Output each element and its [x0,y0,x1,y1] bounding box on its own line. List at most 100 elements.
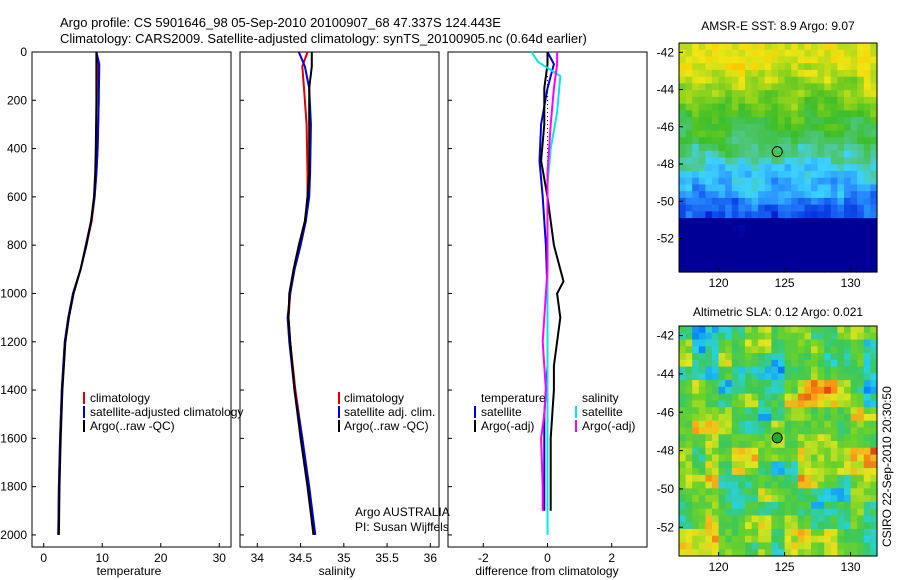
sla-map-cell [817,447,825,456]
sla-map-cell [718,332,726,341]
sla-map-cell [791,468,799,476]
sla-map-cell [817,441,825,449]
sla-map-cell [804,522,812,530]
sla-map-cell [725,542,733,550]
legend-label-argo: Argo(..raw -QC) [344,419,429,433]
sst-map-cell [837,123,845,132]
sla-map-cell [784,535,792,544]
sst-map-cell [771,224,779,233]
sla-map-cell [784,386,792,395]
sla-map-cell [857,528,865,537]
sla-map-cell [698,488,706,496]
sst-map-cell [679,123,687,132]
sst-map-cell [844,204,852,212]
sst-map-cell [718,177,726,186]
sla-map-cell [817,468,825,476]
sla-map-cell [784,468,792,476]
sla-map-cell [837,407,845,415]
sla-map-cell [863,542,871,550]
sla-map-cell [745,339,753,347]
sla-map-cell [764,366,772,374]
sst-map-cell [751,83,759,91]
sla-map-cell [817,326,825,334]
sla-map-cell [778,380,786,388]
sla-map-cell [764,346,772,354]
sla-map-cell [870,542,878,550]
sla-map-cell [698,427,706,435]
sst-map-cell [857,177,865,186]
sst-map-cell [778,224,786,233]
sla-map-cell [844,488,852,496]
sla-map-cell [751,549,759,557]
sla-map-cell [679,427,687,435]
sst-map-cell [745,43,753,51]
sst-map-cell [764,164,772,172]
sla-map-cell [692,535,700,544]
sla-map-cell [824,447,832,456]
sla-map-cell [731,386,739,395]
sst-map-cell [811,265,819,273]
sst-map-cell [830,211,838,219]
sla-map-cell [850,353,858,361]
sla-map-cell [817,495,825,503]
sla-map-cell [725,495,733,503]
sla-map-cell [797,461,805,469]
sla-map-cell [712,420,720,429]
sla-map-cell [685,400,693,408]
sst-map-cell [850,137,858,145]
sst-map-cell [718,265,726,273]
sla-map-cell [791,535,799,544]
x-tick-label: 120 [709,276,729,290]
sla-map-cell [778,420,786,429]
sla-map-cell [692,434,700,442]
sla-map-cell [731,481,739,489]
sla-map-cell [857,339,865,347]
sla-map-cell [771,332,779,341]
sst-map-cell [758,117,766,125]
sla-map-cell [824,495,832,503]
sla-map-cell [857,434,865,442]
sla-map-cell [784,400,792,408]
sst-map-cell [698,224,706,233]
sla-map-cell [784,454,792,462]
x-tick-label: 125 [775,276,795,290]
sst-map-cell [738,150,746,159]
x-tick-label: 125 [775,560,795,574]
sla-map-cell [712,413,720,422]
sst-map-cell [745,211,753,219]
sla-map-cell [844,353,852,361]
sla-map-cell [804,326,812,334]
sla-map-cell [844,400,852,408]
sla-map-cell [692,373,700,381]
sst-map-cell [738,265,746,273]
sst-map-cell [844,224,852,233]
sst-map-cell [817,218,825,226]
sst-map-cell [745,110,753,118]
sst-map-cell [712,43,720,51]
sst-map-cell [817,211,825,219]
sst-map-cell [778,265,786,273]
sst-map-cell [698,197,706,206]
x-tick-label: 130 [841,560,861,574]
sla-map-cell [758,393,766,402]
sla-map-cell [804,332,812,341]
sla-map-cell [725,386,733,395]
sla-map-cell [837,474,845,483]
sst-map-cell [725,224,733,233]
sst-map-cell [778,117,786,125]
sst-map-cell [804,90,812,98]
sla-map-cell [824,359,832,368]
sst-map-cell [778,231,786,239]
sla-map-cell [738,332,746,341]
sla-map-cell [764,501,772,510]
sst-map-cell [857,164,865,172]
sla-map-cell [731,332,739,341]
sst-map-cell [771,76,779,85]
sst-map-cell [817,137,825,145]
sst-map-cell [758,110,766,118]
sla-map-cell [863,359,871,368]
sst-map-cell [745,251,753,260]
sla-map-cell [771,515,779,523]
sla-map-cell [685,508,693,517]
sst-map-cell [685,204,693,212]
